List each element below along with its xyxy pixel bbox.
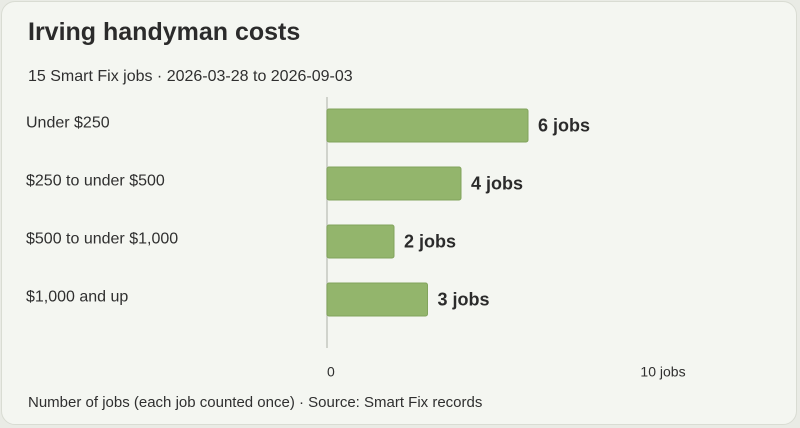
chart-subtitle: 15 Smart Fix jobs · 2026-03-28 to 2026-0… <box>28 68 353 85</box>
bar-value-label: 6 jobs <box>538 115 590 135</box>
bar-value-label: 4 jobs <box>471 173 523 193</box>
category-label: $1,000 and up <box>26 289 128 306</box>
bar <box>326 224 395 259</box>
category-label: $250 to under $500 <box>26 173 165 190</box>
x-tick-label: 0 <box>327 364 335 380</box>
bar-value-label: 3 jobs <box>438 289 490 309</box>
bar <box>326 108 529 143</box>
bar-value-label: 2 jobs <box>404 231 456 251</box>
chart-title: Irving handyman costs <box>28 18 301 46</box>
bar <box>326 166 462 201</box>
category-label: $500 to under $1,000 <box>26 231 178 248</box>
x-tick-label: 10 jobs <box>640 364 685 380</box>
bar <box>326 282 428 317</box>
category-label: Under $250 <box>26 115 110 132</box>
chart-footnote: Number of jobs (each job counted once) ·… <box>28 394 483 411</box>
